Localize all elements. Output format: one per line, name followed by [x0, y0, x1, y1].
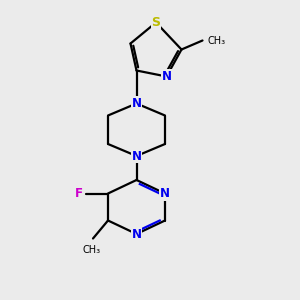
Text: F: F [74, 187, 83, 200]
Text: N: N [160, 187, 170, 200]
Text: S: S [152, 16, 160, 29]
Text: CH₃: CH₃ [208, 35, 226, 46]
Text: CH₃: CH₃ [82, 245, 100, 255]
Text: N: N [131, 227, 142, 241]
Text: N: N [161, 70, 172, 83]
Text: N: N [131, 149, 142, 163]
Text: N: N [131, 97, 142, 110]
